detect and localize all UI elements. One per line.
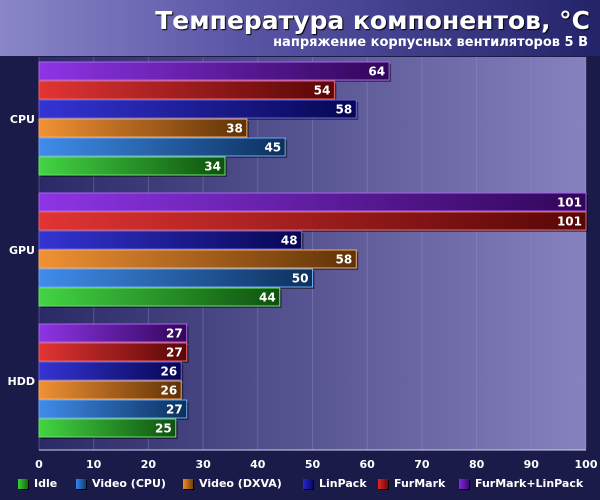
bar (38, 156, 226, 176)
data-label: 101 (557, 196, 582, 210)
chart-subtitle: напряжение корпусных вентиляторов 5 В (273, 35, 588, 50)
data-label: 38 (226, 122, 243, 136)
legend-item: LinPack (303, 477, 367, 490)
data-label: 54 (314, 84, 331, 98)
data-label: 58 (336, 103, 353, 117)
bar (38, 61, 390, 81)
legend-item: FurMark+LinPack (459, 477, 583, 490)
legend-label: LinPack (319, 477, 367, 490)
data-label: 27 (166, 346, 183, 360)
x-tick-label: 50 (305, 458, 321, 470)
bar (38, 323, 188, 343)
x-tick-label: 60 (360, 458, 376, 470)
legend-label: Video (CPU) (92, 477, 166, 490)
bar (38, 249, 357, 269)
bar (38, 211, 587, 231)
x-tick-label: 20 (141, 458, 157, 470)
data-label: 44 (259, 291, 276, 305)
legend-swatch (76, 478, 86, 489)
bar (38, 137, 286, 157)
chart-header: Температура компонентов, °C напряжение к… (0, 0, 600, 56)
x-tick-label: 80 (469, 458, 485, 470)
bar (38, 230, 303, 250)
data-label: 50 (292, 272, 309, 286)
x-tick-label: 90 (524, 458, 540, 470)
category-label: HDD (8, 375, 35, 388)
legend-label: Idle (34, 477, 58, 490)
category-label: GPU (9, 244, 35, 257)
x-tick-label: 0 (35, 458, 43, 470)
data-label: 34 (204, 160, 221, 174)
x-tick-label: 40 (250, 458, 266, 470)
legend-swatch (18, 478, 28, 489)
data-label: 45 (264, 141, 281, 155)
data-label: 48 (281, 234, 298, 248)
legend-label: Video (DXVA) (199, 477, 282, 490)
data-label: 101 (557, 215, 582, 229)
chart-title: Температура компонентов, °C (155, 6, 590, 35)
legend-item: Idle (18, 477, 57, 490)
legend-item: FurMark (378, 477, 445, 490)
x-tick-label: 70 (414, 458, 430, 470)
bar (38, 80, 335, 100)
bar (38, 99, 357, 119)
data-label: 58 (336, 253, 353, 267)
legend-swatch (378, 478, 388, 489)
bar (38, 361, 182, 381)
legend-item: Video (DXVA) (183, 477, 282, 490)
bar-chart: 0 10 20 30 40 50 60 70 80 90 100 CPU 64 54 58 38 45 34 GPU… (7, 57, 598, 470)
bar (38, 287, 281, 307)
bar (38, 192, 587, 212)
chart-legend: Idle Video (CPU) Video (DXVA) LinPack FurMar… (0, 474, 600, 494)
data-label: 26 (161, 365, 178, 379)
legend-label: FurMark (394, 477, 446, 490)
legend-label: FurMark+LinPack (475, 477, 584, 490)
x-tick-label: 30 (195, 458, 211, 470)
legend-swatch (303, 478, 313, 489)
data-label: 27 (166, 327, 183, 341)
bar (38, 118, 248, 138)
data-label: 25 (155, 422, 172, 436)
data-label: 27 (166, 403, 183, 417)
bar (38, 418, 177, 438)
bar (38, 268, 313, 288)
data-label: 64 (368, 65, 385, 79)
data-label: 26 (161, 384, 178, 398)
legend-swatch (183, 478, 193, 489)
bar (38, 342, 188, 362)
x-tick-label: 100 (575, 458, 598, 470)
x-tick-label: 10 (86, 458, 102, 470)
category-label: CPU (10, 113, 35, 126)
bar (38, 380, 182, 400)
legend-item: Video (CPU) (76, 477, 166, 490)
bar (38, 399, 188, 419)
legend-swatch (459, 478, 469, 489)
